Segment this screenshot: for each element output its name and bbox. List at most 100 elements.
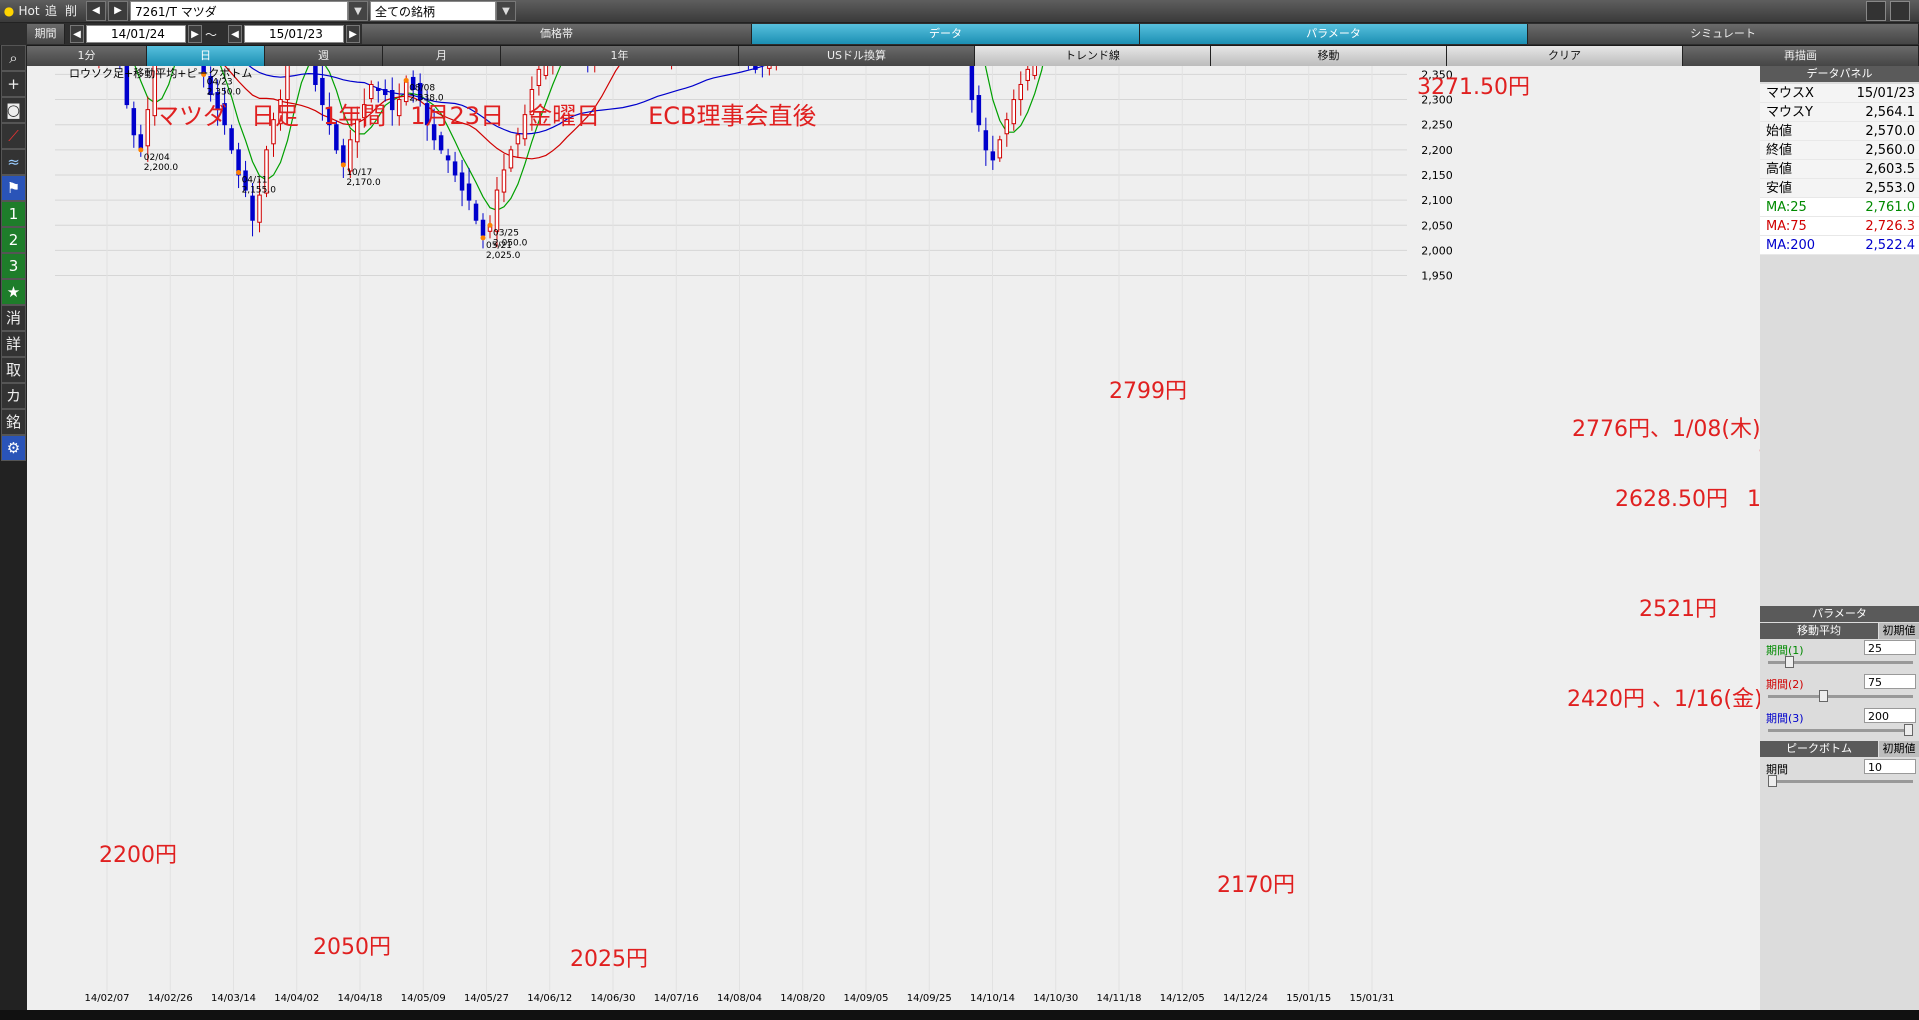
candle-body: [976, 95, 982, 126]
ma-period-input[interactable]: 200: [1864, 708, 1916, 723]
ma-slider-track[interactable]: [1768, 729, 1913, 732]
crosshair-icon[interactable]: +: [1, 71, 26, 97]
tab-parameter[interactable]: パラメータ: [1140, 24, 1528, 44]
symbol-dropdown-icon[interactable]: ▼: [348, 1, 368, 21]
ma25-line: [134, 66, 1044, 211]
candle-body: [522, 114, 528, 140]
ma-slider-track[interactable]: [1768, 661, 1913, 664]
star-icon[interactable]: ★: [1, 279, 26, 305]
flag-icon[interactable]: ⚑: [1, 175, 26, 201]
symbol-field[interactable]: 7261/T マツダ: [130, 1, 348, 21]
tab-simulate[interactable]: シミュレート: [1528, 24, 1919, 44]
ma-period-input[interactable]: 75: [1864, 674, 1916, 689]
sidebar-detail[interactable]: 詳: [1, 331, 26, 357]
sidebar-take[interactable]: 取: [1, 357, 26, 383]
y-tick-label: 2,000: [1421, 244, 1453, 257]
sidebar-erase[interactable]: 消: [1, 305, 26, 331]
candle-body: [1018, 83, 1024, 101]
clear-button[interactable]: クリア: [1447, 46, 1683, 66]
peak-reset-button[interactable]: 初期値: [1879, 741, 1919, 757]
tab-weekly[interactable]: 週: [265, 46, 383, 66]
data-panel-key: マウスX: [1766, 86, 1814, 101]
peak-date-label: 04/23: [207, 77, 233, 87]
hot-button[interactable]: Hot: [18, 4, 40, 18]
peak-slider-track[interactable]: [1768, 780, 1913, 783]
data-panel-key: 始値: [1766, 124, 1793, 139]
tab-1min[interactable]: 1分: [27, 46, 147, 66]
peak-marker: [138, 147, 144, 153]
tab-data[interactable]: データ: [752, 24, 1140, 44]
camera-icon[interactable]: ◙: [1, 97, 26, 123]
x-tick-label: 14/04/18: [338, 993, 383, 1004]
ma-slider-thumb[interactable]: [1819, 690, 1828, 702]
candle-body: [536, 68, 542, 86]
close-icon[interactable]: [1890, 1, 1910, 21]
data-panel-value: 2,726.3: [1865, 219, 1915, 234]
ma-period-input[interactable]: 25: [1864, 640, 1916, 655]
candlestick-chart[interactable]: 02/042,200.003/102,500.003/252,050.004/0…: [27, 66, 1760, 1010]
bulb-icon[interactable]: ●: [3, 4, 15, 18]
candle-body: [508, 149, 514, 169]
tab-daily[interactable]: 日: [147, 46, 265, 66]
sidebar-stock[interactable]: 銘: [1, 409, 26, 435]
candle-body: [215, 92, 220, 111]
sidebar-item-3[interactable]: 3: [1, 253, 26, 279]
tab-price-band[interactable]: 価格帯: [362, 24, 752, 44]
candle-body: [355, 119, 360, 143]
universe-field[interactable]: 全ての銘柄: [370, 1, 496, 21]
x-tick-label: 14/09/25: [907, 993, 952, 1004]
from-next-icon[interactable]: ▶: [188, 25, 202, 43]
ma75-line: [224, 66, 620, 160]
trendline-button[interactable]: トレンド線: [975, 46, 1211, 66]
delete-button[interactable]: 削: [64, 4, 77, 18]
add-button[interactable]: 追: [44, 4, 57, 18]
move-button[interactable]: 移動: [1211, 46, 1447, 66]
bottom-status-strip: [0, 1010, 1919, 1020]
tab-1year[interactable]: 1年: [501, 46, 739, 66]
candle-body: [124, 66, 130, 106]
data-panel-key: 高値: [1766, 162, 1793, 177]
to-prev-icon[interactable]: ◀: [228, 25, 242, 43]
ma-slider-thumb[interactable]: [1785, 656, 1794, 668]
candle-body: [753, 66, 758, 70]
candle-body: [271, 119, 276, 145]
data-panel-value: 2,560.0: [1865, 143, 1915, 158]
tab-monthly[interactable]: 月: [383, 46, 501, 66]
sidebar-item-1[interactable]: 1: [1, 201, 26, 227]
x-axis: 14/02/07 14/02/26 14/03/14 14/04/02 14/04/18…: [85, 993, 1395, 1004]
param-panel-title: パラメータ: [1760, 606, 1919, 622]
usd-convert-button[interactable]: USドル換算: [739, 46, 975, 66]
from-prev-icon[interactable]: ◀: [70, 25, 84, 43]
candle-body: [152, 66, 158, 117]
data-panel-value: 2,603.5: [1865, 162, 1915, 177]
redraw-button[interactable]: 再描画: [1683, 46, 1919, 66]
ma-slider-thumb[interactable]: [1904, 724, 1913, 736]
candle-body: [396, 99, 402, 117]
peak-marker: [403, 77, 409, 83]
peak-slider-thumb[interactable]: [1768, 775, 1777, 787]
line-chart-icon[interactable]: ⟋: [1, 123, 26, 149]
minimize-icon[interactable]: [1866, 1, 1886, 21]
date-to-field[interactable]: 15/01/23: [244, 25, 344, 43]
multi-line-icon[interactable]: ≈: [1, 149, 26, 175]
candle-body: [145, 109, 151, 147]
to-next-icon[interactable]: ▶: [346, 25, 360, 43]
gear-icon[interactable]: ⚙: [1, 435, 26, 461]
ma-slider-track[interactable]: [1768, 695, 1913, 698]
prev-symbol-icon[interactable]: ◀: [86, 1, 106, 21]
date-from-field[interactable]: 14/01/24: [86, 25, 186, 43]
candle-body: [459, 172, 465, 191]
peak-marker: [487, 222, 493, 228]
x-tick-label: 14/12/05: [1160, 993, 1205, 1004]
x-tick-label: 14/08/04: [717, 993, 762, 1004]
sidebar-power[interactable]: カ: [1, 383, 26, 409]
candle-body: [494, 189, 500, 232]
search-icon[interactable]: ⌕: [1, 45, 26, 71]
x-tick-label: 14/06/30: [591, 993, 636, 1004]
peak-period-input[interactable]: 10: [1864, 759, 1916, 774]
next-symbol-icon[interactable]: ▶: [108, 1, 128, 21]
ma-reset-button[interactable]: 初期値: [1879, 623, 1919, 639]
sidebar-item-2[interactable]: 2: [1, 227, 26, 253]
candle-body: [376, 87, 381, 91]
universe-dropdown-icon[interactable]: ▼: [496, 1, 516, 21]
